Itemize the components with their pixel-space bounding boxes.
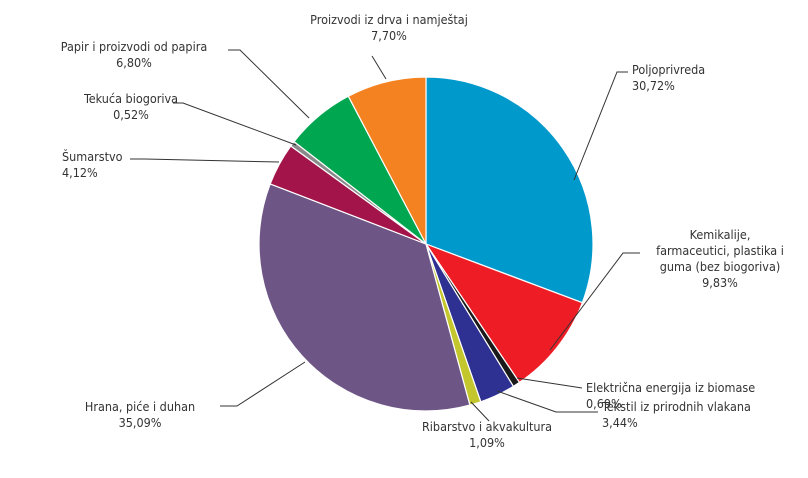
leader-line-4 xyxy=(470,401,490,422)
pie-slices xyxy=(258,76,594,412)
slice-label-2: Električna energija iz biomase 0,69% xyxy=(586,380,755,411)
slice-label-1: Kemikalije, farmaceutici, plastika i guma … xyxy=(656,227,784,290)
slice-name-label: farmaceutici, plastika i xyxy=(656,243,784,258)
slice-value-label: 0,69% xyxy=(586,396,622,411)
leader-line-1 xyxy=(549,252,640,351)
leader-line-9 xyxy=(371,55,387,80)
pie-slice-1 xyxy=(424,242,584,384)
slice-name-label: Poljoprivreda xyxy=(632,62,705,77)
slice-name-label: Kemikalije, xyxy=(690,227,751,242)
slice-label-4: Ribarstvo i akvakultura 1,09% xyxy=(422,419,552,450)
slice-label-7: Tekuća biogoriva 0,52% xyxy=(83,91,178,122)
slice-name-label: Hrana, piće i duhan xyxy=(85,399,195,414)
slice-label-9: Proizvodi iz drva i namještaj 7,70% xyxy=(310,12,468,43)
slice-label-6: Šumarstvo 4,12% xyxy=(62,149,123,180)
leader-line-3 xyxy=(496,390,598,413)
slice-name-label: Proizvodi iz drva i namještaj xyxy=(310,12,468,27)
slice-label-5: Hrana, piće i duhan 35,09% xyxy=(85,399,195,430)
leader-line-7 xyxy=(173,102,297,146)
slice-label-3: Tekstil iz prirodnih vlakana 3,44% xyxy=(601,399,751,430)
slice-value-label: 9,83% xyxy=(702,275,738,290)
slice-value-label: 3,44% xyxy=(602,415,638,430)
leader-line-6 xyxy=(130,158,280,163)
slice-name-label: Električna energija iz biomase xyxy=(586,380,755,395)
slice-value-label: 6,80% xyxy=(116,55,152,70)
slice-name-label: Tekstil iz prirodnih vlakana xyxy=(601,399,751,414)
leader-line-2 xyxy=(516,377,583,389)
pie-slice-0 xyxy=(425,76,594,304)
slice-labels: Poljoprivreda 30,72% Kemikalije, farmaceuti… xyxy=(61,12,784,450)
slice-name-label: Šumarstvo xyxy=(62,149,123,164)
leader-line-8 xyxy=(228,49,310,119)
slice-label-8: Papir i proizvodi od papira 6,80% xyxy=(61,39,207,70)
pie-slice-9 xyxy=(347,76,427,245)
slice-name-label: Papir i proizvodi od papira xyxy=(61,39,207,54)
slice-value-label: 1,09% xyxy=(469,435,505,450)
slice-value-label: 30,72% xyxy=(632,78,675,93)
slice-value-label: 4,12% xyxy=(62,165,98,180)
leader-line-0 xyxy=(573,71,628,181)
slice-value-label: 35,09% xyxy=(119,415,162,430)
leader-lines xyxy=(130,49,640,422)
slice-value-label: 0,52% xyxy=(113,107,149,122)
slice-value-label: 7,70% xyxy=(371,28,407,43)
slice-name-label: Tekuća biogoriva xyxy=(83,91,178,106)
slice-name-label: Ribarstvo i akvakultura xyxy=(422,419,552,434)
leader-line-5 xyxy=(220,361,306,407)
slice-name-label: guma (bez biogoriva) xyxy=(660,259,780,274)
slice-label-0: Poljoprivreda 30,72% xyxy=(632,62,705,93)
